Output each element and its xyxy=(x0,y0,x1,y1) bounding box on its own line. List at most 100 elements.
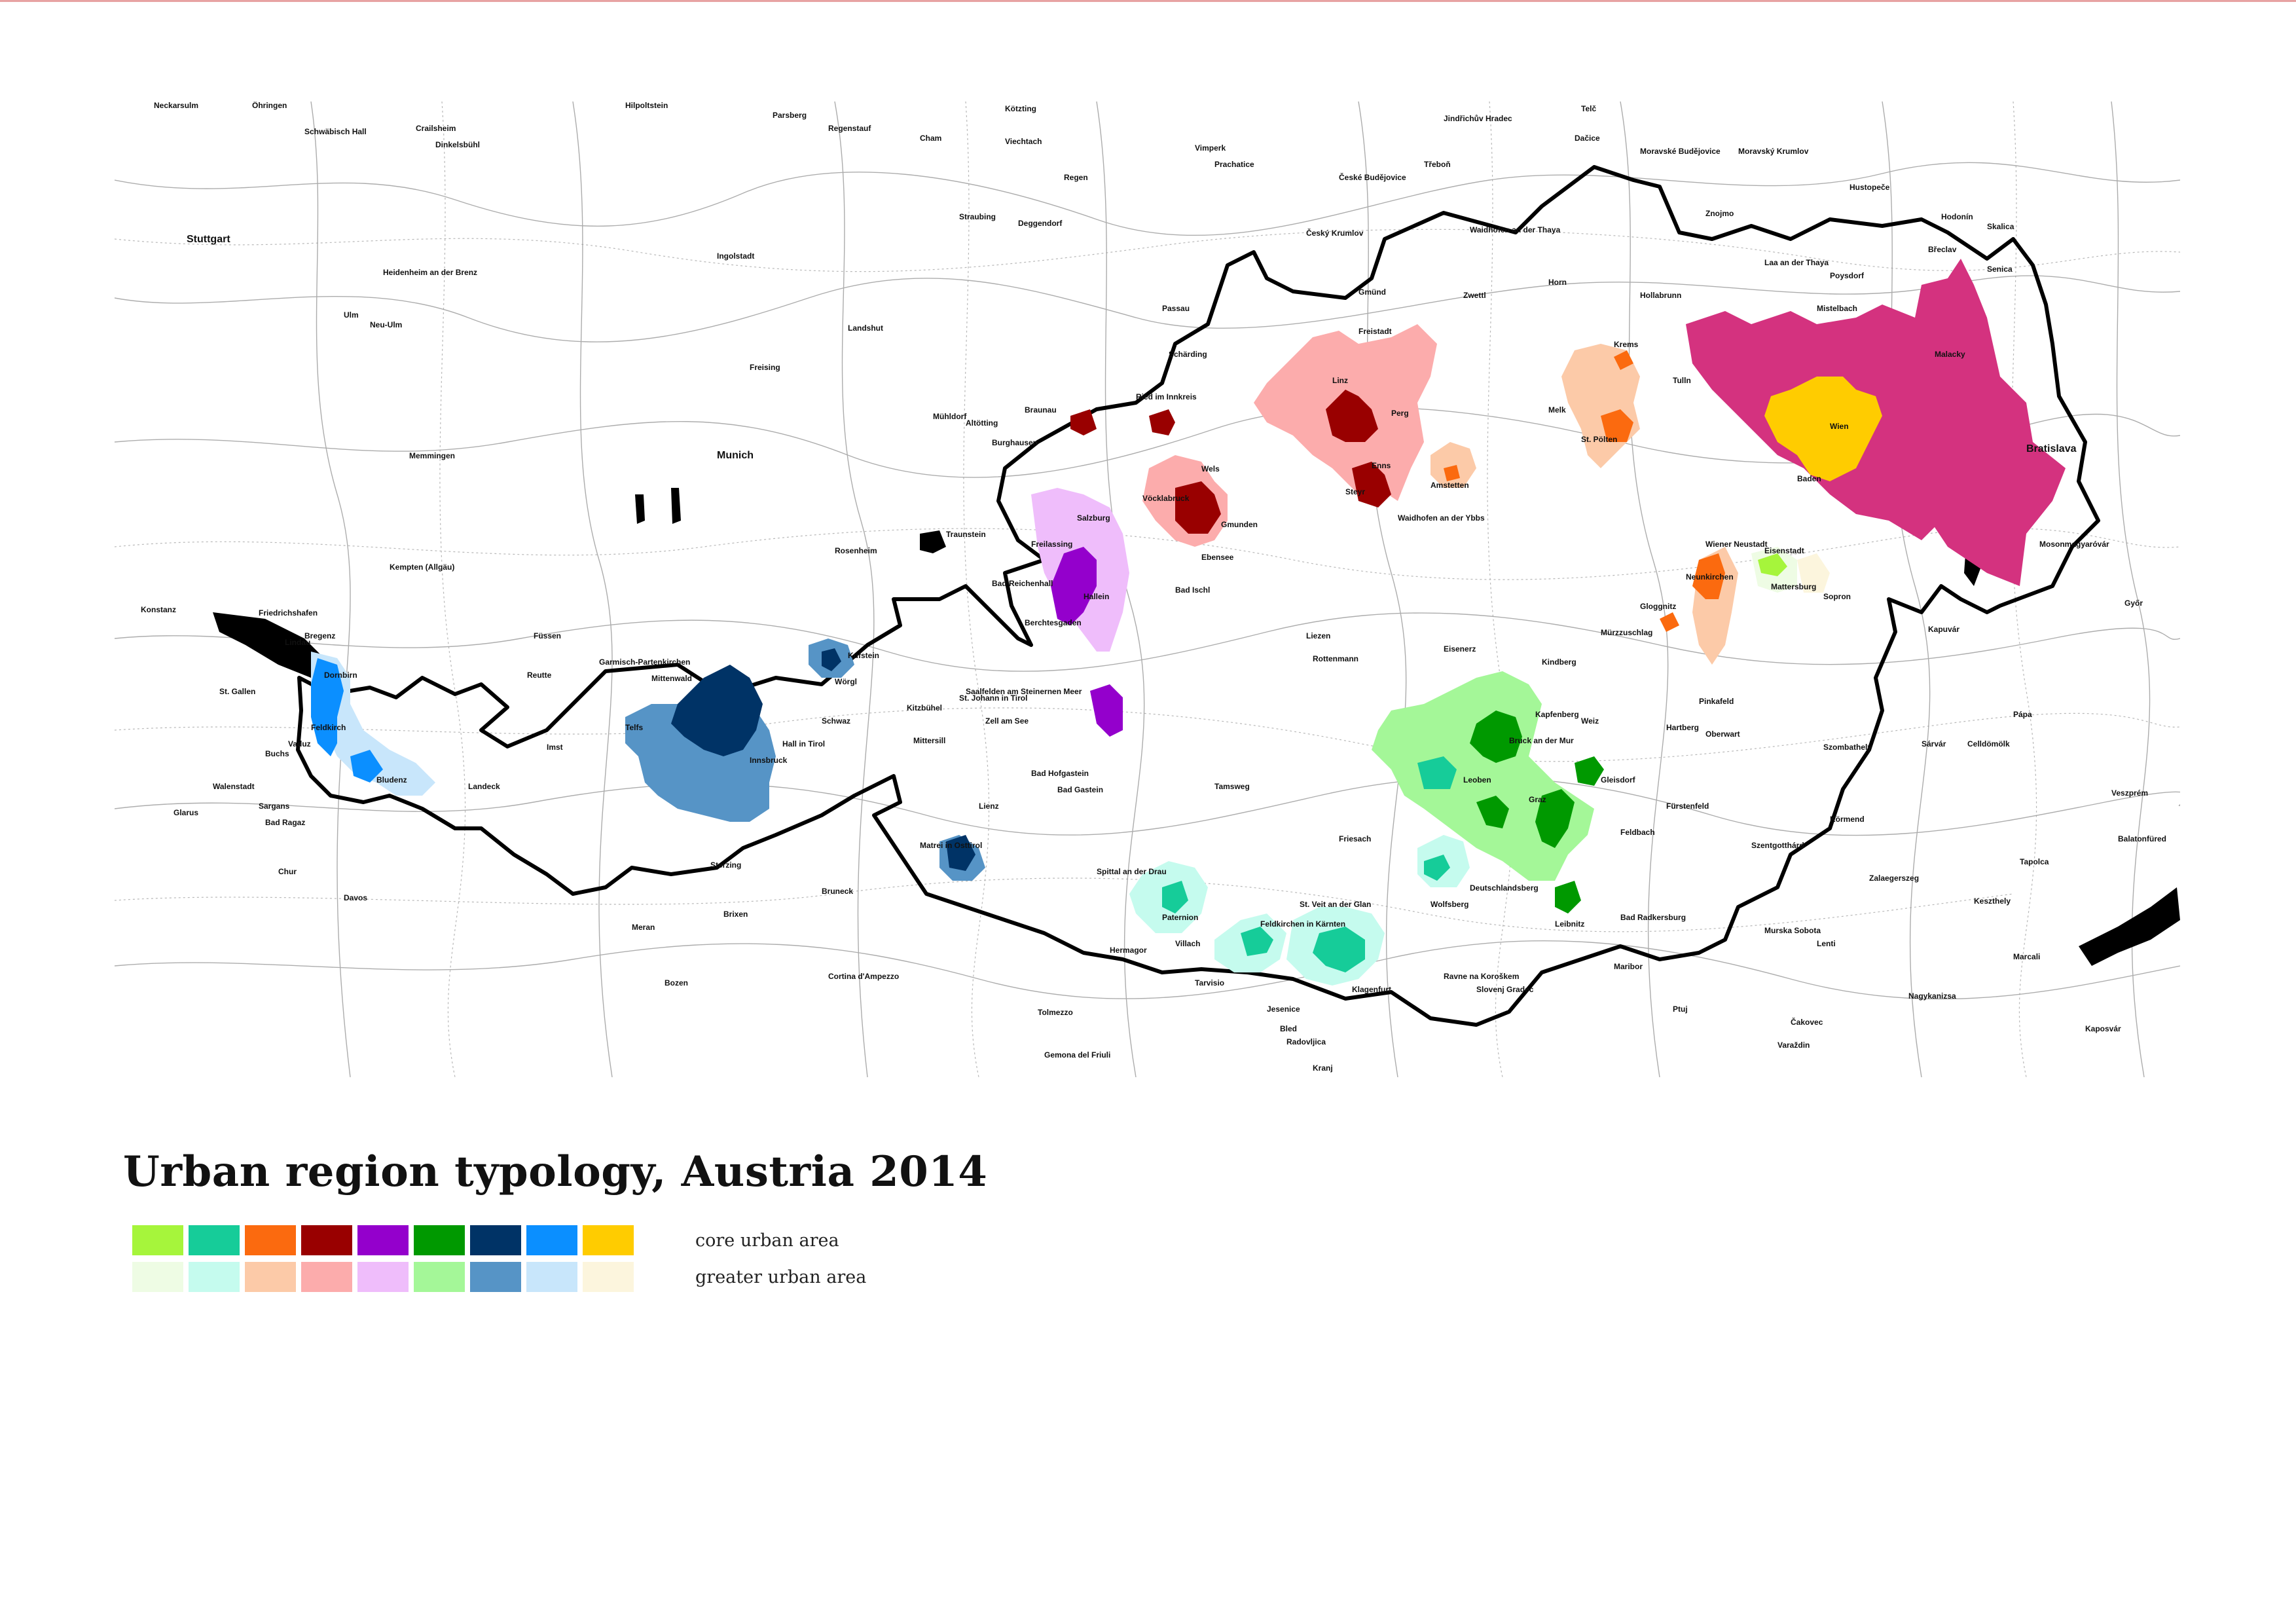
place-label: Győr xyxy=(2124,599,2143,608)
place-label: Kaposvár xyxy=(2085,1024,2121,1033)
place-label: Bad Radkersburg xyxy=(1620,913,1686,922)
place-label: Waidhofen an der Thaya xyxy=(1470,225,1561,234)
place-label: Gmunden xyxy=(1221,520,1258,529)
place-label: Fürstenfeld xyxy=(1666,802,1709,811)
urban-region-map xyxy=(115,101,2180,1077)
place-label: Munich xyxy=(717,450,754,461)
place-label: Szentgotthárd xyxy=(1751,841,1804,850)
core-urban-area-leibnitz xyxy=(1555,881,1581,913)
place-label: Neu-Ulm xyxy=(370,320,402,329)
place-label: Landeck xyxy=(468,782,500,791)
place-label: Ravne na Koroškem xyxy=(1444,972,1519,981)
place-label: Mistelbach xyxy=(1817,304,1857,313)
core-urban-area-fuerstenfeld xyxy=(1575,756,1604,786)
place-label: Spittal an der Drau xyxy=(1097,867,1167,876)
austria-border xyxy=(296,165,2100,1027)
core-swatch-3 xyxy=(245,1225,296,1255)
lake-balaton xyxy=(2079,887,2180,966)
place-label: Matrei in Osttirol xyxy=(920,841,982,850)
place-label: Heidenheim an der Brenz xyxy=(383,268,477,277)
place-label: Marcali xyxy=(2013,952,2040,961)
core-urban-area-graz xyxy=(1470,710,1522,763)
place-label: Stuttgart xyxy=(187,234,230,245)
place-label: Eisenstadt xyxy=(1764,546,1804,555)
place-label: Mattersburg xyxy=(1771,582,1816,591)
place-label: Bratislava xyxy=(2026,443,2077,454)
greater-urban-area-sopron xyxy=(1797,553,1830,593)
place-label: Sárvár xyxy=(1922,739,1946,748)
place-label: Feldkirchen in Kärnten xyxy=(1260,919,1345,929)
place-label: Memmingen xyxy=(409,451,455,460)
place-label: Hartberg xyxy=(1666,723,1699,732)
core-urban-area-amstetten xyxy=(1444,465,1460,481)
place-label: Bruneck xyxy=(822,887,853,896)
place-label: Friedrichshafen xyxy=(259,608,318,618)
place-label: Kapfenberg xyxy=(1535,710,1579,719)
place-label: Zalaegerszeg xyxy=(1869,874,1919,883)
place-label: Kufstein xyxy=(848,651,879,660)
place-label: Körmend xyxy=(1830,815,1865,824)
place-label: Lenti xyxy=(1817,939,1836,948)
place-label: Pápa xyxy=(2013,710,2032,719)
place-label: Graz xyxy=(1529,795,1546,804)
place-label: Altötting xyxy=(966,418,998,428)
core-urban-area-villach xyxy=(1162,881,1188,913)
place-label: Tarvisio xyxy=(1195,978,1224,987)
place-label: Malacky xyxy=(1935,350,1965,359)
place-label: Maribor xyxy=(1614,962,1643,971)
place-label: Traunstein xyxy=(946,530,986,539)
place-label: Wolfsberg xyxy=(1430,900,1468,909)
core-swatch-9 xyxy=(583,1225,634,1255)
place-label: Öhringen xyxy=(252,101,287,110)
place-label: Murska Sobota xyxy=(1764,926,1821,935)
place-label: Szombathely xyxy=(1823,743,1872,752)
place-label: Wien xyxy=(1830,422,1849,431)
greater-swatch-6 xyxy=(414,1262,465,1292)
place-label: Zwettl xyxy=(1463,291,1486,300)
place-label: Lienz xyxy=(979,802,999,811)
place-label: Ried im Innkreis xyxy=(1136,392,1197,401)
core-urban-area-salzburg xyxy=(1051,547,1097,625)
road-network xyxy=(115,101,2180,1077)
core-urban-area-wiener-neustadt xyxy=(1692,553,1725,599)
core-urban-area-wolfsberg xyxy=(1424,855,1450,881)
place-label: Skalica xyxy=(1987,222,2014,231)
place-label: Konstanz xyxy=(141,605,176,614)
core-swatch-5 xyxy=(357,1225,409,1255)
place-label: Nagykanizsa xyxy=(1908,991,1956,1001)
core-urban-area-bludenz xyxy=(350,750,383,783)
greater-swatch-3 xyxy=(245,1262,296,1292)
place-label: Saalfelden am Steinernen Meer xyxy=(966,687,1082,696)
place-label: Innsbruck xyxy=(750,756,788,765)
place-label: Sopron xyxy=(1823,592,1851,601)
core-urban-area-steyr xyxy=(1352,462,1391,507)
place-label: Lindau xyxy=(285,638,310,647)
place-label: Bozen xyxy=(665,978,688,987)
place-label: Neckarsulm xyxy=(154,101,198,110)
place-label: Kötzting xyxy=(1005,104,1036,113)
regional-boundaries xyxy=(115,101,2180,1077)
place-label: Perg xyxy=(1391,409,1409,418)
core-urban-area-wels xyxy=(1175,481,1221,534)
chiemsee xyxy=(920,530,946,553)
place-label: Bad Ragaz xyxy=(265,818,305,827)
place-label: St. Johann in Tirol xyxy=(959,693,1027,703)
place-label: Schwaz xyxy=(822,716,850,726)
place-label: Deggendorf xyxy=(1018,219,1063,228)
place-label: Bregenz xyxy=(304,631,335,640)
place-label: Meran xyxy=(632,923,655,932)
place-label: Jesenice xyxy=(1267,1005,1300,1014)
core-urban-area-st-johann-im-pongau xyxy=(1090,684,1123,737)
place-label: Berchtesgaden xyxy=(1025,618,1082,627)
core-urban-area-klagenfurt xyxy=(1313,927,1365,972)
place-label: Varaždin xyxy=(1777,1041,1810,1050)
lake-constance xyxy=(213,612,337,678)
place-label: Hustopeče xyxy=(1850,183,1890,192)
place-label: Landshut xyxy=(848,323,883,333)
place-label: Weiz xyxy=(1581,716,1599,726)
core-swatches xyxy=(132,1225,639,1255)
core-urban-area-feldkirchen xyxy=(1241,927,1273,956)
greater-urban-area-amstetten xyxy=(1430,442,1476,488)
place-label: Gmünd xyxy=(1358,287,1386,297)
place-label: Gemona del Friuli xyxy=(1044,1050,1110,1060)
